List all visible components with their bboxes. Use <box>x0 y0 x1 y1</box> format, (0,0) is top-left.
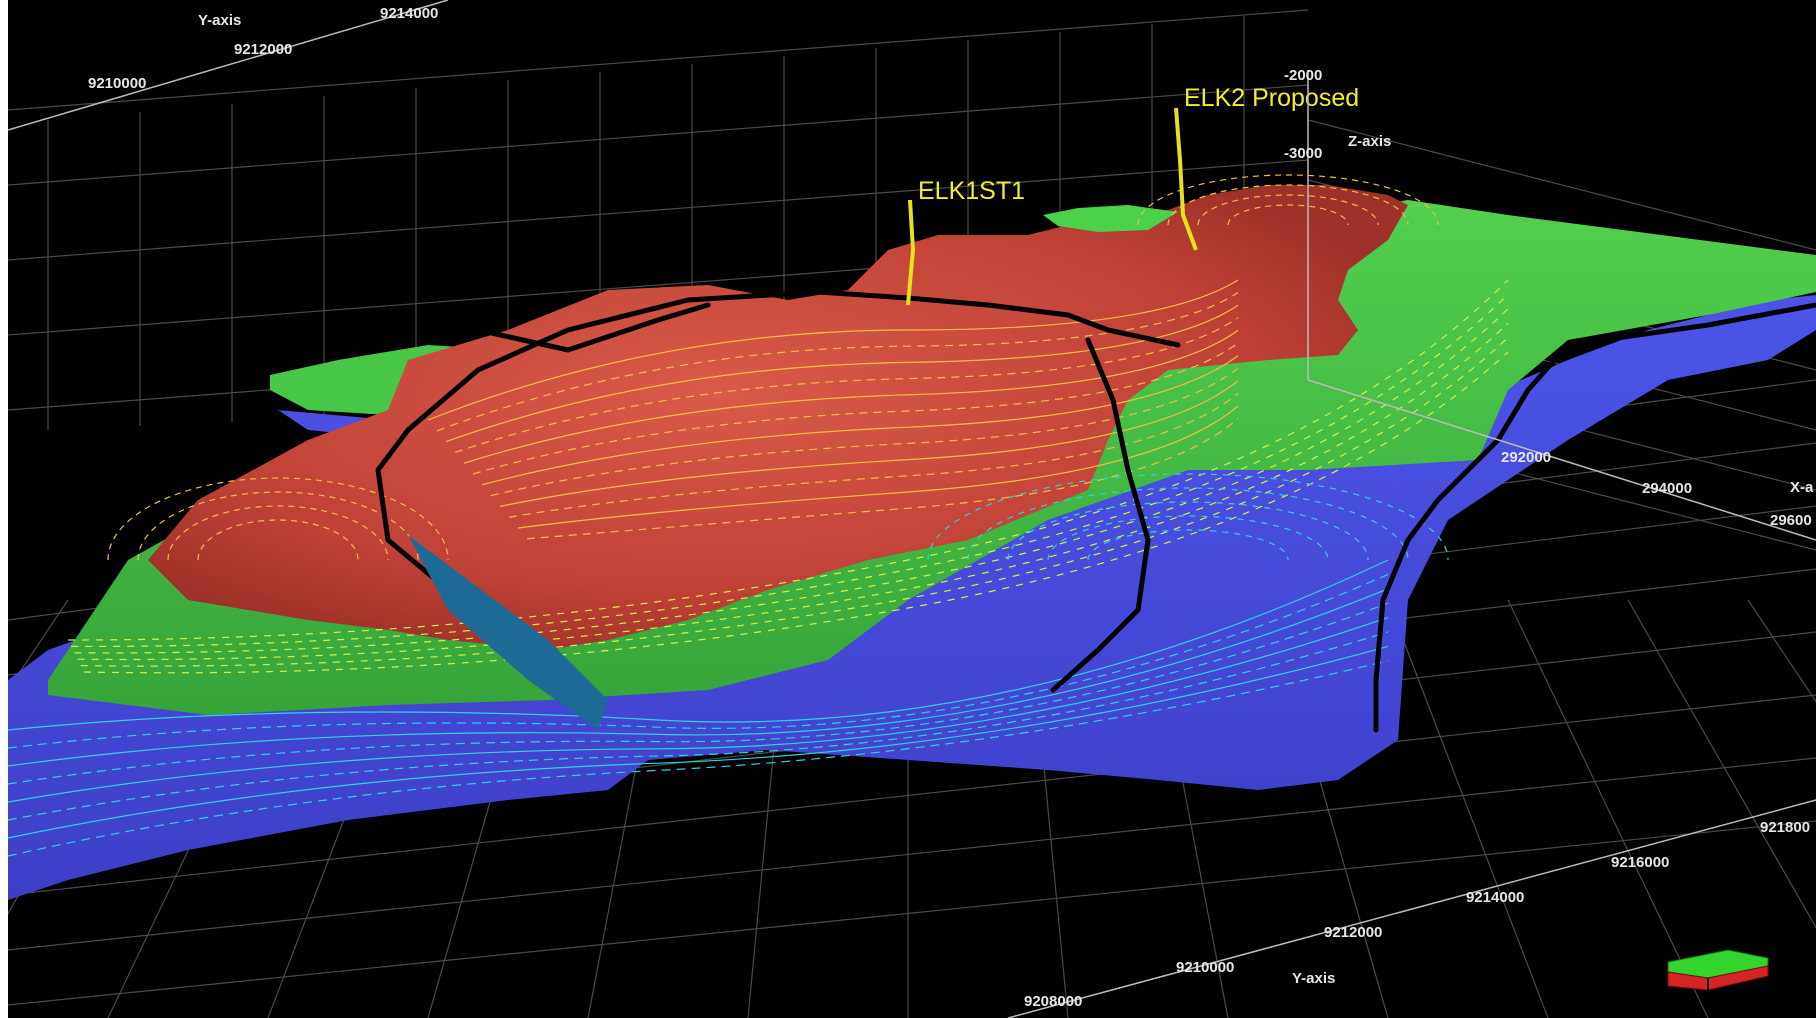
y-axis-top: Y-axis 9214000 9212000 9210000 <box>88 5 438 92</box>
contour-line <box>1137 174 1439 226</box>
fault-plane <box>408 535 608 730</box>
3d-viewport[interactable]: ELK1ST1 ELK2 Proposed Y-axis 9214000 921… <box>8 0 1816 1018</box>
orientation-cube-icon[interactable] <box>1667 949 1769 991</box>
top-y-axis-line <box>8 0 449 131</box>
contour-line <box>80 337 1509 667</box>
contour-line <box>445 304 1239 443</box>
surface-high-zone <box>148 185 1408 650</box>
well-label-elk1st1: ELK1ST1 <box>918 177 1025 205</box>
contour-line <box>8 645 1389 839</box>
y-axis-bottom-line <box>1007 799 1816 1018</box>
contour-line <box>508 392 1239 518</box>
well-label-elk2: ELK2 Proposed <box>1184 84 1359 112</box>
y-axis-bottom-tick: 9212000 <box>1324 924 1382 941</box>
contour-line <box>1047 515 1329 561</box>
contour-line <box>967 487 1409 561</box>
grid-line <box>8 820 1816 1006</box>
y-axis-top-tick: 9210000 <box>88 75 146 92</box>
y-axis-bottom: 9208000 9210000 9212000 9214000 9216000 … <box>1007 799 1816 1018</box>
fault-line-west <box>425 302 711 353</box>
contour-line <box>454 317 1239 453</box>
z-axis-title: Z-axis <box>1348 133 1391 150</box>
grid-line <box>8 159 1309 261</box>
x-axis-tick: 29600 <box>1770 512 1812 529</box>
y-axis-bottom-tick: 9214000 <box>1466 889 1524 906</box>
contour-line <box>1087 529 1289 561</box>
contour-line <box>8 631 1389 821</box>
contour-line <box>927 473 1449 561</box>
fault-line-east <box>1050 337 1151 693</box>
contour-line <box>436 292 1239 432</box>
grid-line <box>8 694 1816 896</box>
grid-line <box>1507 599 1709 1018</box>
well-trajectory-elk1st1 <box>906 199 916 306</box>
x-axis-tick: 292000 <box>1501 449 1551 466</box>
contour-lines <box>8 174 1509 857</box>
y-axis-bottom-tick: 9210000 <box>1176 959 1234 976</box>
y-axis-bottom-tick: 9208000 <box>1024 993 1082 1010</box>
contour-line <box>1227 204 1349 226</box>
contour-line <box>499 380 1239 507</box>
contour-line <box>526 418 1239 540</box>
z-axis-tick: -3000 <box>1284 145 1322 162</box>
fault-line-far-east <box>1373 302 1816 733</box>
contour-line <box>71 293 1509 648</box>
contour-line <box>8 660 1389 857</box>
3d-scene[interactable]: ELK1ST1 ELK2 Proposed Y-axis 9214000 921… <box>8 0 1816 1018</box>
contour-line <box>8 617 1389 803</box>
contour-line <box>8 559 1389 731</box>
grid-line <box>1627 599 1816 929</box>
contour-line <box>463 329 1239 464</box>
contour-line <box>8 588 1389 767</box>
fault-line-arc <box>405 289 1181 433</box>
contour-line <box>107 477 449 561</box>
contour-line <box>1197 194 1379 226</box>
contour-line <box>67 279 1509 641</box>
contour-line <box>8 602 1389 785</box>
y-axis-top-tick: 9214000 <box>380 5 438 22</box>
grid-line <box>1307 119 1816 251</box>
contour-line <box>8 573 1389 749</box>
y-axis-bottom-tick: 9216000 <box>1611 854 1669 871</box>
contour-line <box>427 279 1239 421</box>
well-trajectory-elk2 <box>1174 107 1198 251</box>
contour-line <box>517 405 1239 529</box>
contour-line <box>472 342 1239 475</box>
contour-line <box>167 505 389 561</box>
grid-line <box>8 84 1309 186</box>
y-axis-bottom-tick: 921800 <box>1760 819 1810 836</box>
x-axis-line <box>1307 379 1816 541</box>
contour-line <box>490 367 1239 497</box>
x-axis: 292000 294000 29600 X-a <box>1307 379 1816 541</box>
grid-line <box>8 9 1309 111</box>
y-axis-top-tick: 9212000 <box>234 41 292 58</box>
grid-line <box>1747 599 1816 703</box>
contour-line <box>481 355 1239 486</box>
y-axis-bottom-title: Y-axis <box>1292 970 1335 987</box>
contour-line <box>1007 501 1369 561</box>
y-axis-top-title: Y-axis <box>198 12 241 29</box>
x-axis-tick: 294000 <box>1642 480 1692 497</box>
z-axis: -2000 -3000 Z-axis <box>1284 67 1391 380</box>
grid-line <box>1387 599 1549 1018</box>
grid-line <box>8 599 69 691</box>
contour-line <box>137 491 419 561</box>
x-axis-title: X-a <box>1790 479 1814 496</box>
contour-line <box>77 322 1509 661</box>
surface-top-patch <box>1043 205 1178 232</box>
contour-line <box>83 351 1509 674</box>
wells: ELK1ST1 ELK2 Proposed <box>906 84 1359 306</box>
grid-line <box>8 757 1816 951</box>
z-axis-tick: -2000 <box>1284 67 1322 84</box>
